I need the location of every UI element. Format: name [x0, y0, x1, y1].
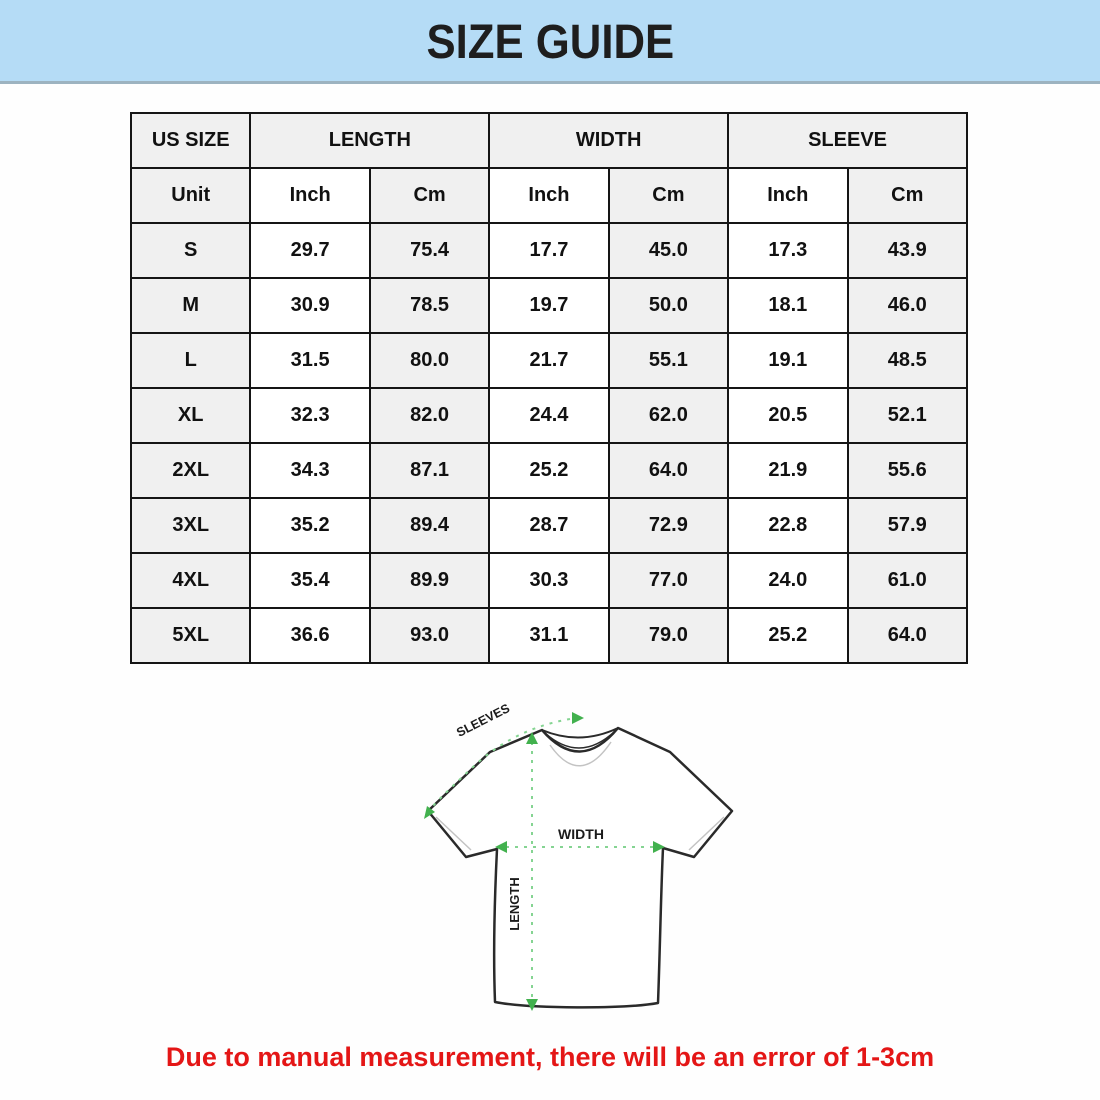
- value-cell: 17.3: [727, 222, 849, 279]
- size-cell: 2XL: [129, 442, 252, 499]
- value-cell: 45.0: [607, 222, 730, 279]
- value-cell: 57.9: [846, 497, 969, 554]
- unit-cell: Cm: [607, 167, 730, 224]
- value-cell: 89.9: [368, 552, 491, 609]
- value-cell: 82.0: [368, 387, 491, 444]
- table-row: Unit Inch Cm Inch Cm Inch Cm: [129, 167, 969, 224]
- value-cell: 31.1: [488, 607, 610, 664]
- width-arrowhead-right: [653, 841, 665, 853]
- value-cell: 93.0: [368, 607, 491, 664]
- collar-inner-line: [544, 730, 616, 749]
- right-cuff-stitch: [688, 816, 725, 851]
- tshirt-measurement-diagram: LENGTH WIDTH SLEEVES: [424, 701, 734, 1011]
- size-cell: M: [129, 277, 252, 334]
- size-cell: 4XL: [129, 552, 252, 609]
- header-banner: SIZE GUIDE: [0, 0, 1100, 84]
- value-cell: 28.7: [488, 497, 610, 554]
- value-cell: 87.1: [368, 442, 491, 499]
- group-header-cell: WIDTH: [488, 112, 730, 169]
- tshirt-outline: [426, 726, 734, 1009]
- value-cell: 50.0: [607, 277, 730, 334]
- value-cell: 31.5: [249, 332, 371, 389]
- value-cell: 64.0: [607, 442, 730, 499]
- value-cell: 48.5: [846, 332, 969, 389]
- value-cell: 18.1: [727, 277, 849, 334]
- length-label: LENGTH: [507, 877, 522, 930]
- group-header-cell: LENGTH: [249, 112, 491, 169]
- value-cell: 72.9: [607, 497, 730, 554]
- value-cell: 46.0: [846, 277, 969, 334]
- value-cell: 55.1: [607, 332, 730, 389]
- table-row: M 30.9 78.5 19.7 50.0 18.1 46.0: [129, 277, 969, 334]
- value-cell: 35.2: [249, 497, 371, 554]
- unit-cell: Cm: [846, 167, 969, 224]
- value-cell: 78.5: [368, 277, 491, 334]
- value-cell: 21.7: [488, 332, 610, 389]
- size-cell: 3XL: [129, 497, 252, 554]
- value-cell: 75.4: [368, 222, 491, 279]
- size-cell: L: [129, 332, 252, 389]
- value-cell: 89.4: [368, 497, 491, 554]
- table-row: L 31.5 80.0 21.7 55.1 19.1 48.5: [129, 332, 969, 389]
- size-cell: XL: [129, 387, 252, 444]
- value-cell: 24.4: [488, 387, 610, 444]
- size-cell: 5XL: [129, 607, 252, 664]
- value-cell: 19.1: [727, 332, 849, 389]
- table-row: 4XL 35.4 89.9 30.3 77.0 24.0 61.0: [129, 552, 969, 609]
- value-cell: 22.8: [727, 497, 849, 554]
- width-arrowhead-left: [495, 841, 507, 853]
- value-cell: 55.6: [846, 442, 969, 499]
- page-title: SIZE GUIDE: [426, 13, 674, 68]
- value-cell: 25.2: [488, 442, 610, 499]
- unit-cell: Inch: [249, 167, 371, 224]
- length-arrowhead-top: [526, 732, 538, 744]
- value-cell: 32.3: [249, 387, 371, 444]
- value-cell: 77.0: [607, 552, 730, 609]
- unit-cell: Inch: [488, 167, 610, 224]
- value-cell: 24.0: [727, 552, 849, 609]
- value-cell: 19.7: [488, 277, 610, 334]
- value-cell: 36.6: [249, 607, 371, 664]
- length-arrowhead-bottom: [526, 999, 538, 1011]
- sleeves-arrowhead-bottom: [424, 806, 435, 819]
- value-cell: 20.5: [727, 387, 849, 444]
- size-cell: S: [129, 222, 252, 279]
- value-cell: 79.0: [607, 607, 730, 664]
- unit-cell: Inch: [727, 167, 849, 224]
- table-row: S 29.7 75.4 17.7 45.0 17.3 43.9: [129, 222, 969, 279]
- unit-cell: Cm: [368, 167, 491, 224]
- group-header-cell: US SIZE: [129, 112, 252, 169]
- table-row: US SIZE LENGTH WIDTH SLEEVE: [129, 112, 968, 169]
- sleeves-label: SLEEVES: [454, 701, 512, 740]
- value-cell: 52.1: [846, 387, 969, 444]
- sleeves-arrowhead-top: [572, 712, 584, 724]
- width-label: WIDTH: [558, 826, 604, 842]
- value-cell: 62.0: [607, 387, 730, 444]
- table-row: 2XL 34.3 87.1 25.2 64.0 21.9 55.6: [129, 442, 969, 499]
- measurement-disclaimer: Due to manual measurement, there will be…: [165, 1042, 935, 1072]
- value-cell: 30.3: [488, 552, 610, 609]
- size-table: US SIZE LENGTH WIDTH SLEEVE Unit Inch Cm…: [129, 112, 969, 664]
- sleeves-arrow: [431, 718, 571, 808]
- table-row: 5XL 36.6 93.0 31.1 79.0 25.2 64.0: [129, 607, 969, 664]
- value-cell: 21.9: [727, 442, 849, 499]
- value-cell: 43.9: [846, 222, 969, 279]
- value-cell: 64.0: [846, 607, 969, 664]
- table-row: XL 32.3 82.0 24.4 62.0 20.5 52.1: [129, 387, 969, 444]
- collar-top-line: [541, 727, 619, 739]
- unit-cell: Unit: [129, 167, 252, 224]
- value-cell: 29.7: [249, 222, 371, 279]
- group-header-cell: SLEEVE: [727, 112, 968, 169]
- value-cell: 17.7: [488, 222, 610, 279]
- table-row: 3XL 35.2 89.4 28.7 72.9 22.8 57.9: [129, 497, 969, 554]
- value-cell: 34.3: [249, 442, 371, 499]
- value-cell: 25.2: [727, 607, 849, 664]
- collar-stitch-line: [549, 741, 612, 767]
- value-cell: 61.0: [846, 552, 969, 609]
- value-cell: 35.4: [249, 552, 371, 609]
- left-cuff-stitch: [435, 816, 472, 851]
- value-cell: 30.9: [249, 277, 371, 334]
- value-cell: 80.0: [368, 332, 491, 389]
